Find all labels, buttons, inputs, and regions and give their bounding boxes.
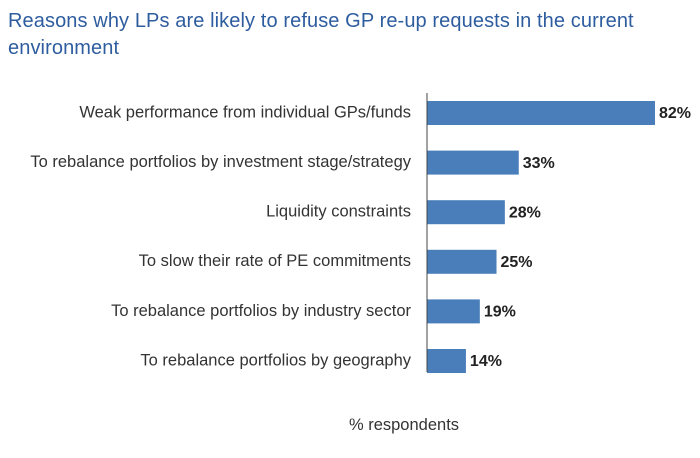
category-label: Weak performance from individual GPs/fun… [79, 103, 411, 121]
chart-title: Reasons why LPs are likely to refuse GP … [8, 10, 634, 59]
bar [427, 299, 480, 324]
x-axis-label: % respondents [349, 416, 459, 434]
category-label: To slow their rate of PE commitments [139, 252, 411, 270]
bar [427, 150, 519, 175]
bar-row: Liquidity constraints 28% [266, 200, 541, 225]
category-label: To rebalance portfolios by industry sect… [111, 302, 411, 320]
bar-row: To slow their rate of PE commitments 25% [139, 249, 533, 274]
value-label: 33% [523, 155, 555, 172]
category-label: To rebalance portfolios by geography [140, 351, 411, 369]
bar-row: Weak performance from individual GPs/fun… [79, 101, 691, 125]
bar [427, 200, 505, 225]
bars-layer: Weak performance from individual GPs/fun… [30, 101, 691, 373]
category-label: To rebalance portfolios by investment st… [30, 153, 411, 171]
value-label: 25% [501, 254, 533, 271]
bar [427, 349, 466, 373]
bar-row: To rebalance portfolios by geography 14% [140, 349, 502, 373]
value-label: 19% [484, 304, 516, 321]
bar-row: To rebalance portfolios by investment st… [30, 150, 555, 175]
bar [427, 249, 497, 274]
category-label: Liquidity constraints [266, 203, 411, 221]
value-label: 28% [509, 204, 541, 221]
value-label: 14% [470, 353, 502, 370]
bar-row: To rebalance portfolios by industry sect… [111, 299, 516, 324]
bar [427, 101, 655, 125]
value-label: 82% [659, 105, 691, 122]
